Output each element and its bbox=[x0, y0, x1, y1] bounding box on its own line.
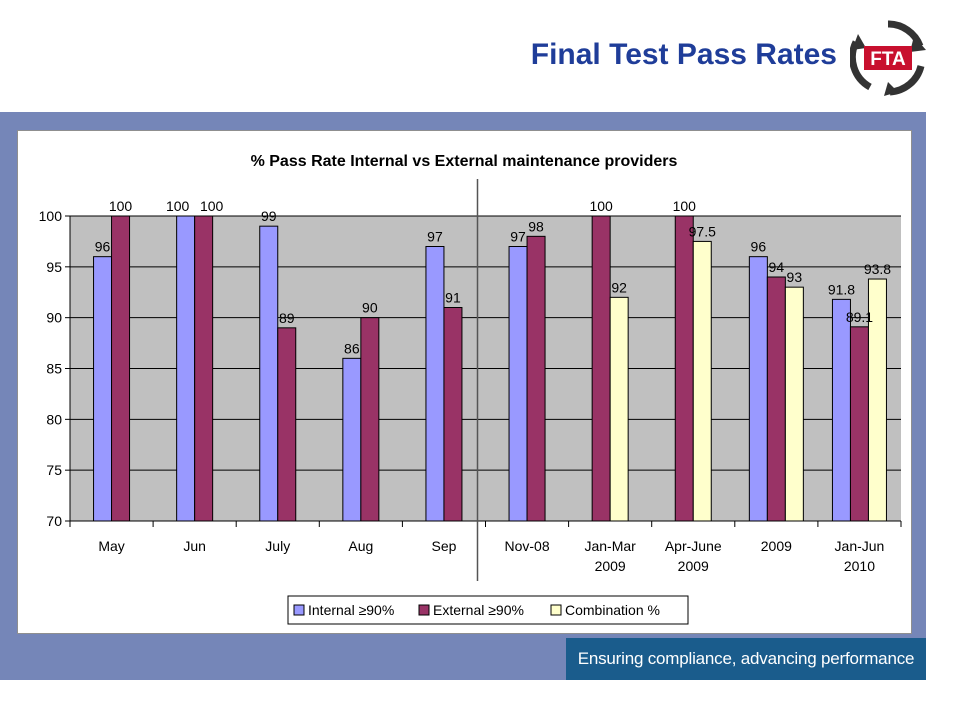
x-tick-label: Jun bbox=[183, 538, 206, 554]
bar bbox=[591, 215, 611, 522]
legend-swatch bbox=[418, 604, 430, 616]
data-label: 97 bbox=[510, 229, 526, 245]
bar bbox=[425, 246, 445, 522]
data-label: 100 bbox=[200, 198, 224, 214]
data-label: 93 bbox=[787, 269, 803, 285]
legend-label: External ≥90% bbox=[433, 602, 524, 618]
bar bbox=[342, 357, 362, 522]
data-label: 94 bbox=[769, 259, 785, 275]
bar bbox=[443, 307, 463, 522]
bar bbox=[674, 215, 694, 522]
bar bbox=[176, 215, 196, 522]
data-label: 97 bbox=[427, 229, 443, 245]
bar bbox=[784, 286, 804, 522]
x-tick-label: Aug bbox=[348, 538, 373, 554]
x-tick-label: 2010 bbox=[844, 558, 875, 574]
data-label: 96 bbox=[95, 239, 111, 255]
data-label: 91 bbox=[445, 290, 461, 306]
legend-label: Internal ≥90% bbox=[308, 602, 394, 618]
x-tick-label: Jan-Mar bbox=[584, 538, 636, 554]
chart-container: % Pass Rate Internal vs External mainten… bbox=[17, 130, 912, 634]
data-label: 86 bbox=[344, 340, 360, 356]
bar bbox=[93, 256, 113, 522]
legend-box bbox=[287, 595, 689, 625]
x-tick-label: July bbox=[265, 538, 290, 554]
data-label: 89.1 bbox=[846, 309, 873, 325]
bar bbox=[692, 240, 712, 522]
data-label: 91.8 bbox=[828, 281, 855, 297]
x-tick-label: 2009 bbox=[761, 538, 792, 554]
bar bbox=[277, 327, 297, 522]
legend-label: Combination % bbox=[565, 602, 660, 618]
y-tick-label: 70 bbox=[46, 513, 62, 529]
x-tick-label: Apr-June bbox=[665, 538, 722, 554]
x-tick-label: 2009 bbox=[595, 558, 626, 574]
pass-rate-chart: % Pass Rate Internal vs External mainten… bbox=[39, 153, 902, 625]
bar bbox=[748, 256, 768, 522]
bar bbox=[111, 215, 131, 522]
data-label: 92 bbox=[611, 279, 627, 295]
data-label: 99 bbox=[261, 208, 277, 224]
x-tick-label: May bbox=[98, 538, 124, 554]
bar bbox=[849, 326, 869, 522]
x-tick-label: Sep bbox=[431, 538, 456, 554]
y-tick-label: 90 bbox=[46, 310, 62, 326]
y-tick-label: 100 bbox=[39, 208, 63, 224]
data-label: 100 bbox=[166, 198, 190, 214]
data-label: 97.5 bbox=[689, 223, 716, 239]
y-tick-label: 75 bbox=[46, 462, 62, 478]
bar bbox=[259, 225, 279, 522]
footer-tagline: Ensuring compliance, advancing performan… bbox=[566, 638, 926, 680]
y-tick-label: 95 bbox=[46, 259, 62, 275]
fta-logo-text: FTA bbox=[870, 49, 906, 70]
data-label: 100 bbox=[109, 198, 133, 214]
x-tick-label: Nov-08 bbox=[504, 538, 549, 554]
data-label: 89 bbox=[279, 310, 295, 326]
axes: 70 75 80 85 90 95 100 May Jun July Aug Sep Nov-08 Jan… bbox=[39, 179, 902, 581]
bar bbox=[360, 317, 380, 522]
bar bbox=[831, 298, 851, 522]
page-title: Final Test Pass Rates bbox=[530, 38, 837, 71]
data-label: 90 bbox=[362, 300, 378, 316]
bar bbox=[609, 296, 629, 522]
chart-title: % Pass Rate Internal vs External mainten… bbox=[251, 153, 678, 170]
legend: Internal ≥90% External ≥90% Combination % bbox=[287, 595, 689, 625]
bar bbox=[766, 276, 786, 522]
y-tick-label: 80 bbox=[46, 411, 62, 427]
data-label: 100 bbox=[589, 198, 613, 214]
legend-swatch bbox=[293, 604, 305, 616]
fta-logo-icon: FTA bbox=[850, 20, 926, 96]
y-tick-label: 85 bbox=[46, 361, 62, 377]
data-label: 93.8 bbox=[864, 261, 891, 277]
legend-swatch bbox=[550, 604, 562, 616]
data-label: 96 bbox=[751, 239, 767, 255]
x-tick-label: 2009 bbox=[678, 558, 709, 574]
x-tick-label: Jan-Jun bbox=[835, 538, 885, 554]
bar bbox=[194, 215, 214, 522]
bars bbox=[93, 215, 887, 522]
bar bbox=[508, 246, 528, 522]
data-label: 98 bbox=[528, 218, 544, 234]
data-label: 100 bbox=[673, 198, 697, 214]
bar bbox=[526, 235, 546, 522]
